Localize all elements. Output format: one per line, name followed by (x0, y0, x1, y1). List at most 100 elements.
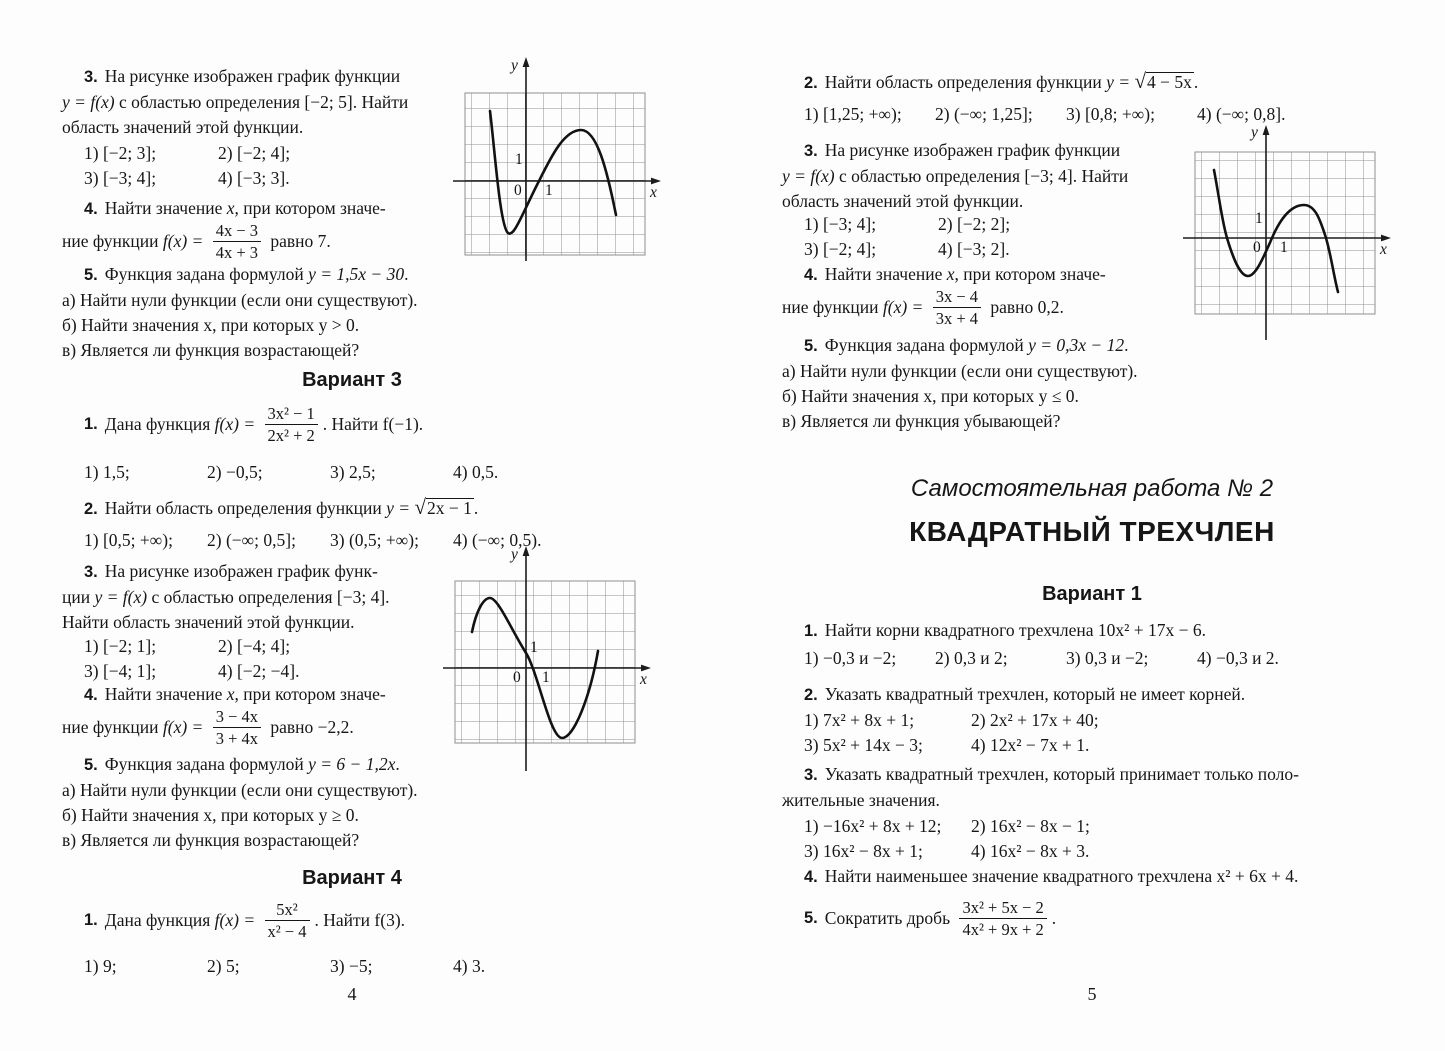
sr2-problem-4: 4. Найти наименьшее значение квадратного … (782, 864, 1402, 890)
variant3-problem-1: 1. Дана функция f(x) = 3x² − 1 2x² + 2 . Н… (62, 400, 642, 448)
text-line: . Найти f(−1). (322, 413, 424, 434)
text-line: Функция задана формулой (104, 264, 309, 284)
text-line: Найти значение (104, 684, 227, 704)
fraction-numerator: 4x − 3 (212, 220, 262, 242)
answer-option: 1) −0,3 и −2; (804, 648, 897, 668)
answer-option: 4) 12x² − 7x + 1. (971, 735, 1090, 755)
text-line: с областью определения [−3; 4]. (147, 587, 390, 607)
text-line: с областью определения [−2; 5]. Найти (114, 92, 409, 112)
formula: x (226, 684, 235, 704)
text-line: Найти наименьшее значение квадратного тр… (824, 866, 1299, 886)
answer-option: 4) 0,5. (453, 462, 499, 482)
answer-options: 1) −16x² + 8x + 12; 2) 16x² − 8x − 1; 3) … (782, 814, 1402, 864)
answer-option: 2) −0,5; (207, 462, 263, 482)
text-line: Дана функция (104, 909, 215, 930)
answer-option: 3) [−2; 4]; (804, 239, 877, 259)
text-line: область значений этой функции. (62, 117, 304, 137)
answer-option: 3) 0,3 и −2; (1066, 648, 1149, 668)
text-line: . (1124, 335, 1129, 355)
x-tick-label: 1 (542, 669, 550, 686)
subtask-c: в) Является ли функция возрастающей? (62, 340, 360, 360)
text-line: Функция задана формулой (824, 335, 1029, 355)
text-line: ции (62, 587, 95, 607)
problem-number: 1. (84, 910, 98, 929)
text-line: Дана функция (104, 413, 215, 434)
problem-number: 4. (84, 200, 98, 218)
fraction-numerator: 3 − 4x (212, 706, 262, 728)
answer-options: 1) 1,5; 2) −0,5; 3) 2,5; 4) 0,5. (62, 460, 642, 485)
text-line: Найти область значений этой функции. (62, 612, 355, 632)
text-line: равно 0,2. (986, 296, 1064, 317)
formula: f(x) = (882, 296, 928, 317)
section-title: КВАДРАТНЫЙ ТРЕХЧЛЕН (909, 516, 1275, 547)
answer-option: 3) 5x² + 14x − 3; (804, 735, 923, 755)
answer-option: 4) [−3; 3]. (218, 168, 290, 188)
formula: f(x) = (162, 230, 208, 251)
variant3-problem-4: 4. Найти значение x, при котором значе- н… (62, 682, 642, 749)
x-axis-label: x (1379, 241, 1387, 258)
answer-options: 1) [0,5; +∞); 2) (−∞; 0,5]; 3) (0,5; +∞); 4… (62, 528, 642, 553)
fraction-numerator: 3x² − 1 (264, 403, 318, 425)
text-line: Найти значение (824, 264, 947, 284)
variant4-problem-1: 1. Дана функция f(x) = 5x² x² − 4 . Найти … (62, 896, 642, 944)
function-curve (488, 109, 618, 235)
page-number: 4 (347, 984, 357, 1004)
text-line: ние функции (782, 296, 883, 317)
origin-label: 0 (514, 182, 522, 199)
problem-number: 4. (84, 686, 98, 704)
x-axis-label: x (649, 184, 657, 201)
answer-option: 4) (−∞; 0,8]. (1197, 104, 1286, 124)
subtask-b: б) Найти значения x, при которых y ≥ 0. (62, 805, 359, 825)
answer-option: 1) 9; (84, 956, 117, 976)
answer-option: 2) 16x² − 8x − 1; (971, 816, 1090, 836)
x-axis-arrow (641, 664, 651, 672)
answer-option: 1) [−3; 4]; (804, 214, 877, 234)
answer-option: 1) [−2; 3]; (84, 143, 157, 163)
variant-4-heading: Вариант 4 (302, 867, 402, 889)
answer-option: 2) 2x² + 17x + 40; (971, 710, 1099, 730)
formula: x (226, 198, 235, 218)
answer-options: 1) [1,25; +∞); 2) (−∞; 1,25]; 3) [0,8; +∞)… (782, 102, 1402, 127)
variant-3-heading: Вариант 3 (302, 369, 402, 391)
answer-option: 2) [−2; 2]; (938, 214, 1011, 234)
text-line: . (1051, 907, 1057, 928)
text-line: ние функции (62, 230, 163, 251)
y-tick-label: 1 (1255, 210, 1263, 227)
radicand: 4 − 5x (1146, 72, 1194, 92)
fraction: 3 − 4x 3 + 4x (212, 706, 262, 749)
answer-option: 4) [−2; −4]. (218, 661, 300, 681)
answer-option: 3) (0,5; +∞); (330, 530, 419, 550)
x-tick-label: 1 (545, 182, 553, 199)
answer-option: 4) [−3; 2]. (938, 239, 1010, 259)
radicand: 2x − 1 (426, 498, 474, 518)
answer-option: 1) 7x² + 8x + 1; (804, 710, 915, 730)
problem-2: 2. Найти область определения функции y = … (782, 66, 1402, 98)
text-line: область значений этой функции. (782, 191, 1024, 211)
variant3-problem-5: 5. Функция задана формулой y = 6 − 1,2x. … (62, 752, 642, 853)
formula: y = 1,5x − 30 (308, 264, 405, 284)
problem-number: 3. (84, 68, 98, 86)
section-subtitle: Самостоятельная работа № 2 (910, 475, 1274, 502)
text-line: жительные значения. (782, 790, 940, 810)
answer-option: 1) 1,5; (84, 462, 130, 482)
subtask-a: а) Найти нули функции (если они существу… (62, 780, 418, 800)
text-line: . Найти f(3). (314, 909, 406, 930)
answer-option: 3) [0,8; +∞); (1066, 104, 1155, 124)
y-axis-arrow (522, 57, 530, 67)
answer-option: 1) [−2; 1]; (84, 636, 157, 656)
text-line: Найти корни квадратного трехчлена 10x² +… (824, 620, 1206, 640)
formula: y = 6 − 1,2x (308, 754, 396, 774)
answer-options: 1) 9; 2) 5; 3) −5; 4) 3. (62, 954, 642, 979)
text-line: . (404, 264, 409, 284)
x-axis-arrow (1381, 234, 1391, 242)
origin-label: 0 (513, 669, 521, 686)
function-graph-figure-2: y x 0 1 1 (443, 546, 651, 771)
problem-number: 1. (84, 414, 98, 433)
text-line: Найти значение (104, 198, 227, 218)
y-tick-label: 1 (530, 639, 538, 656)
fraction-denominator: 4x + 3 (215, 242, 259, 262)
answer-option: 4) 3. (453, 956, 486, 976)
formula: f(x) = (214, 909, 260, 930)
radical-sign: √ (414, 495, 426, 519)
answer-options: 1) [−2; 3]; 2) [−2; 4]; 3) [−3; 4]; 4) [−3… (62, 141, 642, 191)
